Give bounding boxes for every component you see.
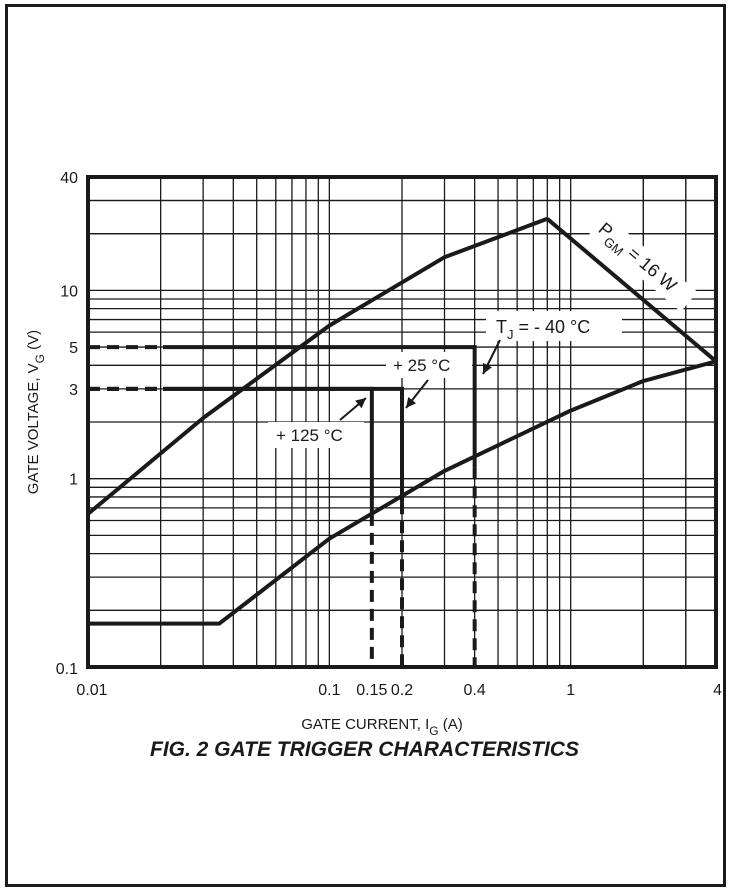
annotation-tj-minus40-subscript: J	[507, 327, 514, 342]
x-tick-label: 0.15	[356, 682, 387, 699]
annotation-tj-25-background	[386, 352, 472, 378]
x-tick-label: 0.2	[391, 682, 413, 699]
y-tick-label: 1	[69, 472, 78, 489]
annotation-tj-minus40-rest: = - 40 °C	[514, 317, 591, 337]
y-axis-title: GATE VOLTAGE, VG (V)	[25, 330, 47, 494]
figure-caption: FIG. 2 GATE TRIGGER CHARACTERISTICS	[150, 738, 579, 761]
curve-pgm-limit	[546, 217, 718, 363]
annotation-tj-125-text: + 125 °C	[276, 426, 343, 445]
y-tick-label: 40	[60, 170, 78, 187]
y-tick-label: 5	[69, 340, 78, 357]
x-tick-label: 1	[566, 682, 575, 699]
x-tick-label: 4	[713, 682, 722, 699]
x-axis-title-subscript: G	[429, 724, 438, 738]
x-axis-title: GATE CURRENT, IG (A)	[301, 716, 463, 738]
annotation-tj-minus40-background	[486, 311, 622, 341]
curve-max-limit	[86, 216, 548, 516]
x-tick-label: 0.1	[318, 682, 340, 699]
x-tick-labels: 0.01 0.1 0.15 0.2 0.4 1 4	[76, 682, 722, 699]
x-axis-title-unit: (A)	[439, 716, 463, 733]
annotation-tj-25-arrow-head	[406, 397, 417, 408]
y-tick-label: 10	[60, 283, 78, 300]
y-tick-label: 3	[69, 382, 78, 399]
curve-min-limit	[88, 359, 717, 626]
y-axis-title-main: GATE VOLTAGE, V	[25, 363, 42, 494]
y-tick-label: 0.1	[56, 661, 78, 678]
x-tick-label: 0.01	[76, 682, 107, 699]
annotation-tj-minus40-text: TJ = - 40 °C	[496, 317, 590, 342]
annotation-tj-minus40-arrow-head	[483, 362, 492, 374]
annotation-tj-25-text: + 25 °C	[393, 356, 450, 375]
figure-frame	[5, 4, 726, 887]
x-tick-label: 0.4	[464, 682, 486, 699]
annotation-tj-minus40-main: T	[496, 317, 507, 337]
annotation-tj-125-arrow-head	[355, 398, 366, 409]
plot-border	[86, 175, 718, 669]
y-tick-labels: 0.1 1 3 5 10 40	[56, 170, 78, 678]
annotation-tj-125-background	[268, 422, 364, 448]
annotation-pgm-background	[589, 214, 698, 312]
x-axis-title-main: GATE CURRENT, I	[301, 716, 429, 733]
annotation-pgm-text: PGM = 16 W	[591, 219, 680, 300]
y-axis-title-unit: (V)	[25, 330, 42, 354]
y-axis-title-subscript: G	[33, 354, 47, 363]
